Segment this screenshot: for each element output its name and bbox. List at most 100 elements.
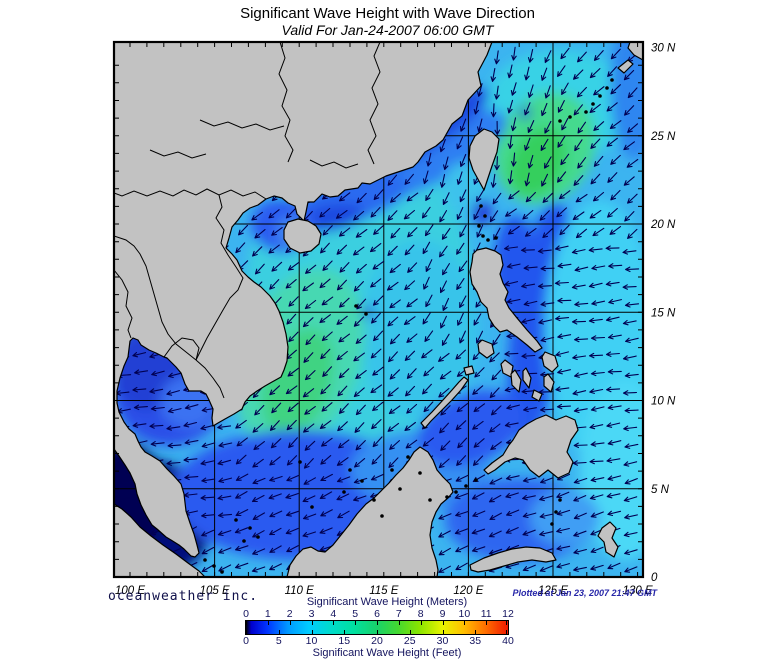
landmass-asia-mainland: [114, 42, 493, 558]
islet-dot: [428, 498, 432, 502]
meters-tick: 11: [480, 608, 492, 620]
islet-dot: [558, 498, 562, 502]
meters-tick: 4: [330, 608, 337, 620]
islet-dot: [605, 86, 609, 90]
landmass-halmahera: [597, 521, 619, 558]
country-borders: [114, 42, 381, 399]
land-masses: [114, 42, 643, 577]
meters-tick: 2: [286, 608, 293, 620]
feet-tick: 0: [243, 635, 249, 647]
islet-dot: [558, 119, 562, 123]
lon-label: 115 E: [369, 585, 399, 597]
islet-dot: [610, 78, 614, 82]
islet-dot: [212, 564, 216, 568]
islet-dot: [372, 498, 376, 502]
landmass-hainan: [283, 218, 322, 254]
lat-label: 25 N: [650, 131, 676, 143]
lon-label: 110 E: [285, 585, 315, 597]
islet-dot: [550, 522, 554, 526]
bar-tick: [355, 621, 357, 625]
landmass-sumatra: [114, 503, 206, 577]
colorbar-feet-label: Significant Wave Height (Feet): [312, 647, 462, 659]
bar-tick: [506, 621, 507, 625]
islet-dot: [591, 102, 595, 106]
landmass-mindoro: [477, 339, 495, 359]
landmass-palawan: [420, 376, 469, 429]
feet-tick: 20: [371, 635, 383, 647]
islet-dot: [445, 495, 449, 499]
bar-tick: [246, 630, 247, 634]
bar-tick: [333, 621, 335, 625]
landmass-kyushu-corner: [627, 42, 643, 61]
lat-label: 10 N: [651, 396, 676, 408]
landmass-samar: [541, 351, 559, 373]
meters-tick: 10: [458, 608, 471, 620]
islet-dot: [298, 460, 302, 464]
islet-dot: [360, 479, 364, 483]
islet-dot: [398, 487, 402, 491]
meters-tick: 1: [264, 608, 271, 620]
meters-tick: 8: [417, 608, 424, 620]
page-title: Significant Wave Height with Wave Direct…: [240, 5, 535, 22]
feet-tick: 5: [275, 635, 282, 647]
landmass-negros: [510, 369, 522, 393]
bar-tick: [475, 630, 477, 634]
bar-tick: [506, 630, 507, 634]
landmass-borneo: [286, 446, 454, 577]
bar-tick: [377, 621, 378, 625]
colorbar-meters-ticks: 0 1 2 3 4 5 6 7 8 9 10 11 12: [243, 608, 514, 620]
islet-dot: [256, 535, 260, 539]
lon-label: 100 E: [115, 585, 145, 597]
islet-dot: [364, 312, 368, 316]
islet-dot: [481, 234, 485, 238]
colorbar-gradient: [245, 620, 509, 635]
islet-dot: [483, 214, 487, 218]
islet-dot: [477, 224, 481, 228]
lon-label: 125 E: [538, 585, 568, 597]
map-frame: [112, 40, 645, 579]
islet-dot: [390, 468, 394, 472]
meters-tick: 12: [502, 608, 514, 620]
lon-label: 120 E: [453, 585, 483, 597]
landmass-bohol: [531, 389, 543, 402]
bar-tick: [442, 621, 444, 625]
feet-tick: 25: [403, 635, 416, 647]
islet-dot: [354, 304, 358, 308]
lon-label: 130 E: [623, 585, 653, 597]
bar-tick: [377, 630, 378, 634]
meters-tick: 5: [352, 608, 359, 620]
plotted-at-timestamp: Plotted at Jan 23, 2007 21:47 GMT: [512, 588, 657, 598]
meters-tick: 6: [374, 608, 380, 620]
islet-dot: [486, 238, 490, 242]
colorbar-feet-ticks: 0 5 10 15 20 25 30 35 40: [243, 635, 514, 647]
lat-label: 5 N: [651, 484, 670, 496]
landmass-taiwan: [468, 128, 500, 191]
islet-dot: [568, 115, 572, 119]
meters-tick: 0: [243, 608, 249, 620]
lat-label: 0: [651, 572, 658, 584]
lat-label: 15 N: [651, 307, 676, 319]
bar-tick: [246, 621, 247, 625]
lon-label: 105 E: [200, 585, 230, 597]
feet-tick: 40: [502, 635, 514, 647]
landmass-busuanga: [463, 365, 475, 376]
landmass-luzon: [469, 247, 543, 353]
degree-ticks: [114, 42, 643, 577]
islet-dot: [554, 510, 558, 514]
lat-label: 20 N: [650, 219, 676, 231]
landmass-mindanao: [483, 414, 579, 479]
lat-label: 30 N: [651, 43, 676, 55]
islet-dot: [234, 518, 238, 522]
bar-tick: [464, 621, 466, 625]
bar-tick: [420, 621, 422, 625]
islet-dot: [220, 570, 224, 574]
islet-dot: [454, 490, 458, 494]
bar-tick: [442, 630, 444, 634]
meters-tick: 9: [439, 608, 446, 620]
bar-tick: [289, 621, 291, 625]
bar-tick: [311, 621, 313, 625]
islet-dot: [474, 478, 478, 482]
bar-tick: [409, 630, 411, 634]
